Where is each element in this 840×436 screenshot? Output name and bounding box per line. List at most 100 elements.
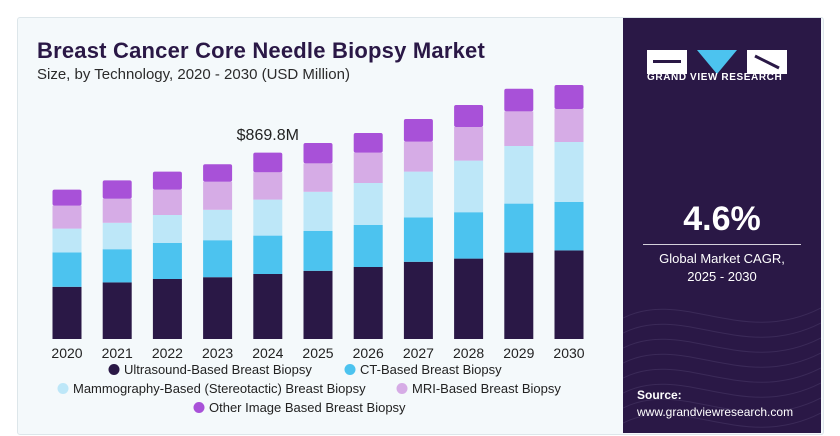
x-tick-label: 2027	[403, 345, 434, 361]
bar-segment	[102, 198, 132, 223]
bar-segment	[253, 172, 283, 200]
legend-swatch	[344, 364, 356, 375]
bar-segment	[253, 235, 283, 274]
x-tick-label: 2029	[503, 345, 534, 361]
bar-segment	[52, 205, 82, 229]
page-subtitle: Size, by Technology, 2020 - 2030 (USD Mi…	[37, 66, 350, 83]
stacked-bar-chart: 2020 2021 2022 2023 2024 $869.8M 2025 2026 2027 2…	[51, 85, 585, 415]
bar-segment	[203, 277, 233, 339]
bar-segment	[454, 258, 484, 339]
bar-segment	[52, 252, 82, 287]
bar-segment	[152, 215, 182, 243]
legend-swatch	[57, 383, 69, 394]
bar-stack-2023	[203, 164, 233, 339]
bar-segment	[303, 163, 333, 192]
bar-segment	[152, 243, 182, 279]
bar-segment	[203, 240, 233, 278]
bar-segment	[102, 222, 132, 250]
bar-segment	[554, 250, 584, 339]
legend-label: CT-Based Breast Biopsy	[360, 362, 502, 377]
bar-stack-2024	[253, 152, 283, 339]
bar-segment	[303, 143, 333, 164]
x-tick-label: 2022	[152, 345, 183, 361]
bar-stack-2022	[152, 171, 182, 339]
bar-segment	[554, 109, 584, 142]
bar-segment	[152, 279, 182, 339]
cagr-value: 4.6%	[683, 200, 761, 238]
bar-segment	[303, 270, 333, 339]
legend-swatch	[108, 364, 120, 375]
bar-segment	[102, 249, 132, 283]
bar-segment	[454, 160, 484, 213]
gvr-logo-icon	[647, 50, 787, 74]
bar-segment	[554, 85, 584, 109]
bar-segment	[203, 181, 233, 210]
bar-segment	[303, 191, 333, 231]
bar-segment	[353, 183, 383, 225]
bar-segment	[253, 199, 283, 236]
bar-segment	[52, 286, 82, 339]
bar-segment	[52, 189, 82, 206]
bar-segment	[554, 142, 584, 202]
cagr-label-line2: 2025 - 2030	[687, 269, 757, 284]
source-link[interactable]: www.grandviewresearch.com	[637, 405, 794, 419]
bar-segment	[253, 152, 283, 173]
cagr-label-line1: Global Market CAGR,	[659, 251, 785, 266]
x-tick-label: 2026	[353, 345, 384, 361]
x-tick-label: 2024	[252, 345, 283, 361]
source-label: Source:	[637, 388, 682, 402]
legend-label: MRI-Based Breast Biopsy	[412, 381, 561, 396]
brand-name: GRAND VIEW RESEARCH	[647, 72, 783, 83]
bar-segment	[403, 119, 433, 142]
legend-swatch	[193, 402, 205, 413]
bar-segment	[353, 133, 383, 153]
x-tick-label: 2028	[453, 345, 484, 361]
divider	[643, 244, 801, 245]
bar-segment	[253, 274, 283, 339]
value-annotation: $869.8M	[237, 127, 299, 144]
bar-segment	[454, 212, 484, 259]
cagr-label: Global Market CAGR, 2025 - 2030	[623, 250, 821, 286]
page-title: Breast Cancer Core Needle Biopsy Market	[37, 38, 485, 63]
bar-segment	[403, 217, 433, 262]
bar-stack-2027	[403, 119, 433, 339]
x-tick-label: 2025	[302, 345, 333, 361]
summary-panel: GRAND VIEW RESEARCH 4.6% Global Market C…	[623, 18, 821, 433]
bar-stack-2030	[554, 85, 584, 339]
x-tick-label: 2030	[553, 345, 584, 361]
bar-segment	[504, 146, 534, 204]
bar-stack-2026	[353, 133, 383, 339]
bar-stack-2028	[454, 105, 484, 339]
bar-segment	[353, 152, 383, 183]
bar-segment	[403, 141, 433, 172]
bar-stack-2021	[102, 180, 132, 339]
bar-segment	[403, 171, 433, 218]
bar-segment	[554, 202, 584, 251]
bar-segment	[203, 164, 233, 182]
bar-stack-2025	[303, 143, 333, 339]
x-tick-label: 2021	[102, 345, 133, 361]
x-tick-label: 2023	[202, 345, 233, 361]
legend-label: Mammography-Based (Stereotactic) Breast …	[73, 381, 366, 396]
bar-segment	[203, 209, 233, 241]
bar-stack-2020	[52, 189, 82, 339]
bar-segment	[303, 230, 333, 271]
bar-stack-2029	[504, 88, 534, 339]
bar-segment	[504, 88, 534, 112]
bar-segment	[102, 282, 132, 339]
bar-segment	[454, 105, 484, 127]
bar-segment	[504, 203, 534, 253]
bar-segment	[403, 261, 433, 339]
bar-segment	[504, 252, 534, 339]
bar-segment	[454, 127, 484, 161]
decorative-wave-pattern	[623, 307, 821, 428]
bar-segment	[353, 267, 383, 339]
bar-segment	[353, 225, 383, 267]
bar-segment	[52, 228, 82, 253]
bar-segment	[102, 180, 132, 199]
x-tick-label: 2020	[51, 345, 82, 361]
legend-swatch	[396, 383, 408, 394]
legend-label: Other Image Based Breast Biopsy	[209, 400, 406, 415]
bar-segment	[152, 171, 182, 190]
bar-segment	[504, 111, 534, 146]
